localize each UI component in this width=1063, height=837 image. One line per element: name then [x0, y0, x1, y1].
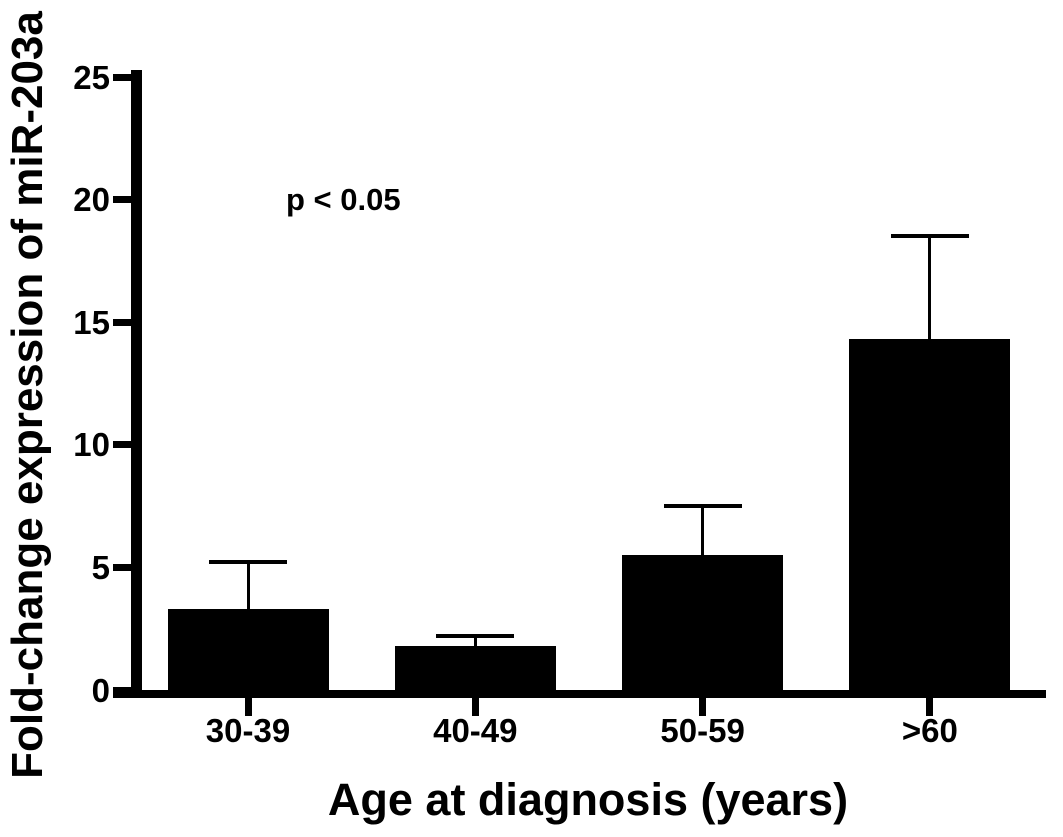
p-value-annotation: p < 0.05 [286, 182, 401, 217]
y-tick-label: 5 [91, 548, 110, 586]
x-tick-label: 30-39 [205, 712, 291, 749]
y-axis-title: Fold-change expression of miR-203a [3, 11, 52, 779]
error-bar-stem [701, 506, 705, 556]
y-tick [113, 73, 131, 81]
y-tick [113, 686, 131, 694]
y-tick [113, 318, 131, 326]
x-tick [244, 698, 252, 716]
x-tick-label: 40-49 [433, 712, 518, 749]
y-tick [113, 563, 131, 571]
x-tick [926, 698, 934, 716]
error-bar-cap [890, 234, 969, 239]
x-tick [699, 698, 707, 716]
error-bar-stem [246, 562, 250, 610]
y-axis-line [131, 70, 142, 698]
error-bar-cap [663, 504, 742, 509]
x-tick-label: 50-59 [660, 712, 745, 749]
error-bar-cap [436, 634, 515, 639]
bar-40-49 [394, 645, 556, 698]
y-tick-label: 0 [91, 671, 110, 709]
bar-50-59 [622, 555, 784, 698]
y-tick-label: 20 [73, 181, 110, 219]
x-axis-title: Age at diagnosis (years) [327, 774, 849, 825]
x-tick [471, 698, 479, 716]
error-bar-cap [209, 560, 287, 565]
x-tick-label: >60 [901, 712, 958, 749]
bar-30-39 [167, 609, 329, 698]
error-bar-stem [473, 636, 477, 646]
bar->60 [849, 339, 1011, 698]
y-tick [113, 196, 131, 204]
y-tick [113, 441, 131, 449]
y-tick-label: 15 [73, 303, 110, 341]
error-bar-stem [928, 236, 932, 340]
y-tick-label: 10 [73, 426, 110, 464]
y-tick-label: 25 [73, 58, 110, 96]
x-axis-line [113, 690, 1046, 698]
